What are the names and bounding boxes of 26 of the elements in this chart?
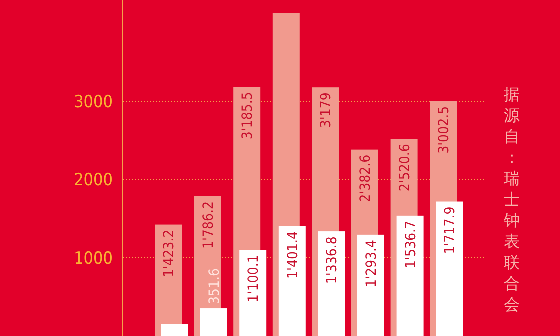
data-label: 1'100.1 — [246, 255, 262, 303]
data-label: 1'336.8 — [324, 236, 341, 284]
data-label: 1'401.4 — [285, 231, 302, 280]
text: 据源自：瑞士钟表联合会 — [504, 85, 520, 314]
bar — [436, 202, 464, 336]
y-tick-label: 3000 — [74, 92, 113, 113]
data-label: 2'382.6 — [358, 154, 374, 202]
data-label: 1'536.7 — [403, 220, 420, 268]
data-label: 3'185.5 — [240, 92, 256, 140]
data-label: 1'786.2 — [200, 201, 217, 249]
bar — [278, 226, 306, 336]
bar — [200, 308, 228, 336]
data-label: 351.6 — [206, 268, 223, 305]
bar — [358, 234, 384, 336]
data-label: 3'179 — [318, 92, 335, 128]
data-label: 3'002.5 — [436, 106, 453, 154]
y-tick-label: 1000 — [74, 248, 113, 269]
data-label: 1'293.4 — [364, 240, 380, 288]
bar — [396, 216, 424, 336]
bar — [161, 324, 188, 336]
data-label: 1'717.9 — [442, 206, 459, 254]
bar — [318, 232, 346, 336]
bar — [240, 250, 267, 336]
y-tick-label: 2000 — [74, 170, 113, 191]
data-label: 1'423.2 — [162, 230, 178, 278]
data-label: 2'520.6 — [397, 144, 414, 192]
